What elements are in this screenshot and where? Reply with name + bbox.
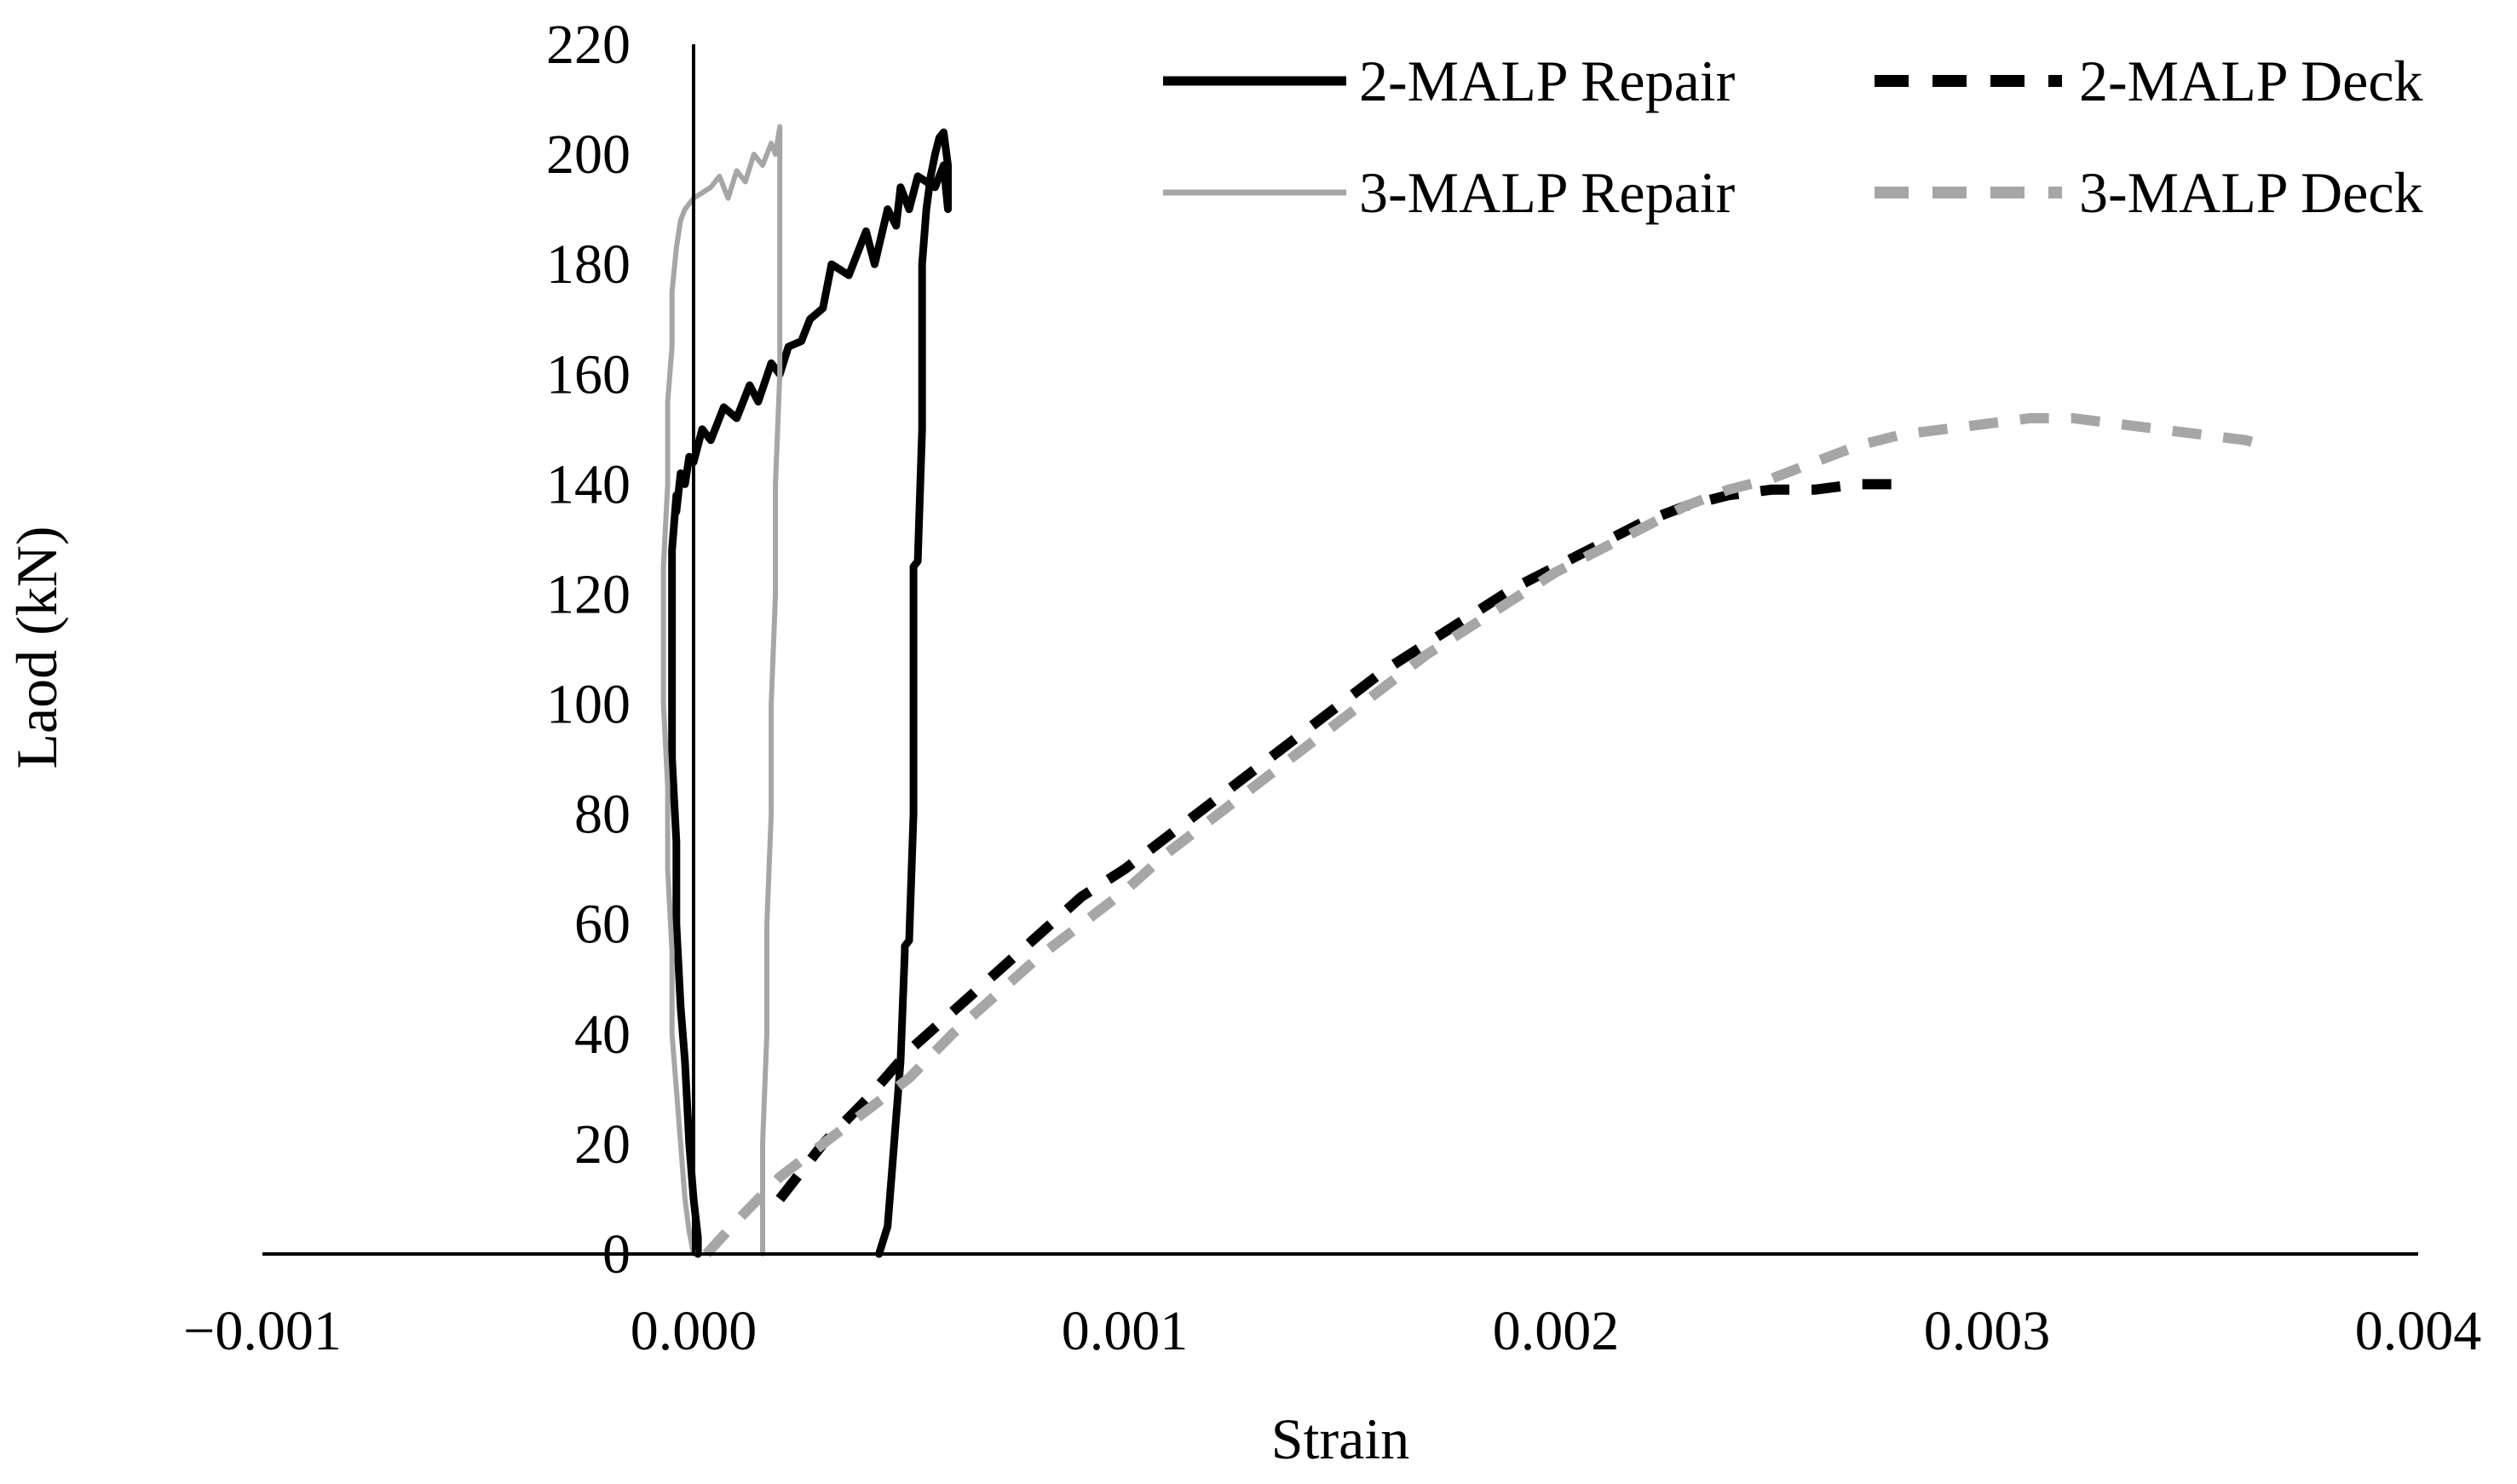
y-tick-label: 180: [546, 233, 631, 296]
legend-label-2-malp-repair: 2-MALP Repair: [1359, 49, 1736, 113]
x-tick-label: −0.001: [183, 1300, 342, 1362]
series-line-2-malp-deck: [775, 479, 1901, 1203]
y-tick-label: 220: [546, 14, 631, 76]
series-line-3-malp-repair: [660, 124, 783, 1257]
y-tick-labels: 0 20 40 60 80 100 120 140 160 180 200 220: [546, 14, 631, 1286]
x-tick-label: 0.003: [1924, 1300, 2051, 1362]
y-tick-label: 80: [574, 784, 631, 846]
x-tick-label: 0.004: [2355, 1300, 2482, 1362]
series-line-3-malp-deck: [702, 412, 2269, 1258]
y-tick-label: 100: [546, 674, 631, 736]
y-tick-label: 0: [602, 1223, 631, 1286]
y-tick-label: 200: [546, 124, 631, 186]
y-tick-label: 20: [574, 1113, 631, 1176]
legend: 2-MALP Repair 2-MALP Deck 3-MALP Repair …: [1163, 49, 2423, 225]
y-tick-label: 140: [546, 453, 631, 515]
legend-label-2-malp-deck: 2-MALP Deck: [2079, 49, 2423, 113]
x-tick-label: 0.000: [631, 1300, 757, 1362]
x-tick-labels: −0.001 0.000 0.001 0.002 0.003 0.004: [183, 1300, 2481, 1362]
y-tick-label: 120: [546, 563, 631, 625]
series-layer: [660, 124, 2269, 1258]
legend-label-3-malp-deck: 3-MALP Deck: [2079, 160, 2423, 225]
series-line-2-malp-repair: [668, 128, 952, 1258]
x-tick-label: 0.001: [1062, 1300, 1189, 1362]
y-tick-label: 160: [546, 343, 631, 406]
x-axis-title: Strain: [1271, 1406, 1409, 1471]
legend-label-3-malp-repair: 3-MALP Repair: [1359, 160, 1736, 225]
y-axis-title: Laod (kN): [4, 526, 69, 768]
x-tick-label: 0.002: [1493, 1300, 1620, 1362]
y-tick-label: 60: [574, 894, 631, 956]
y-tick-label: 40: [574, 1004, 631, 1066]
